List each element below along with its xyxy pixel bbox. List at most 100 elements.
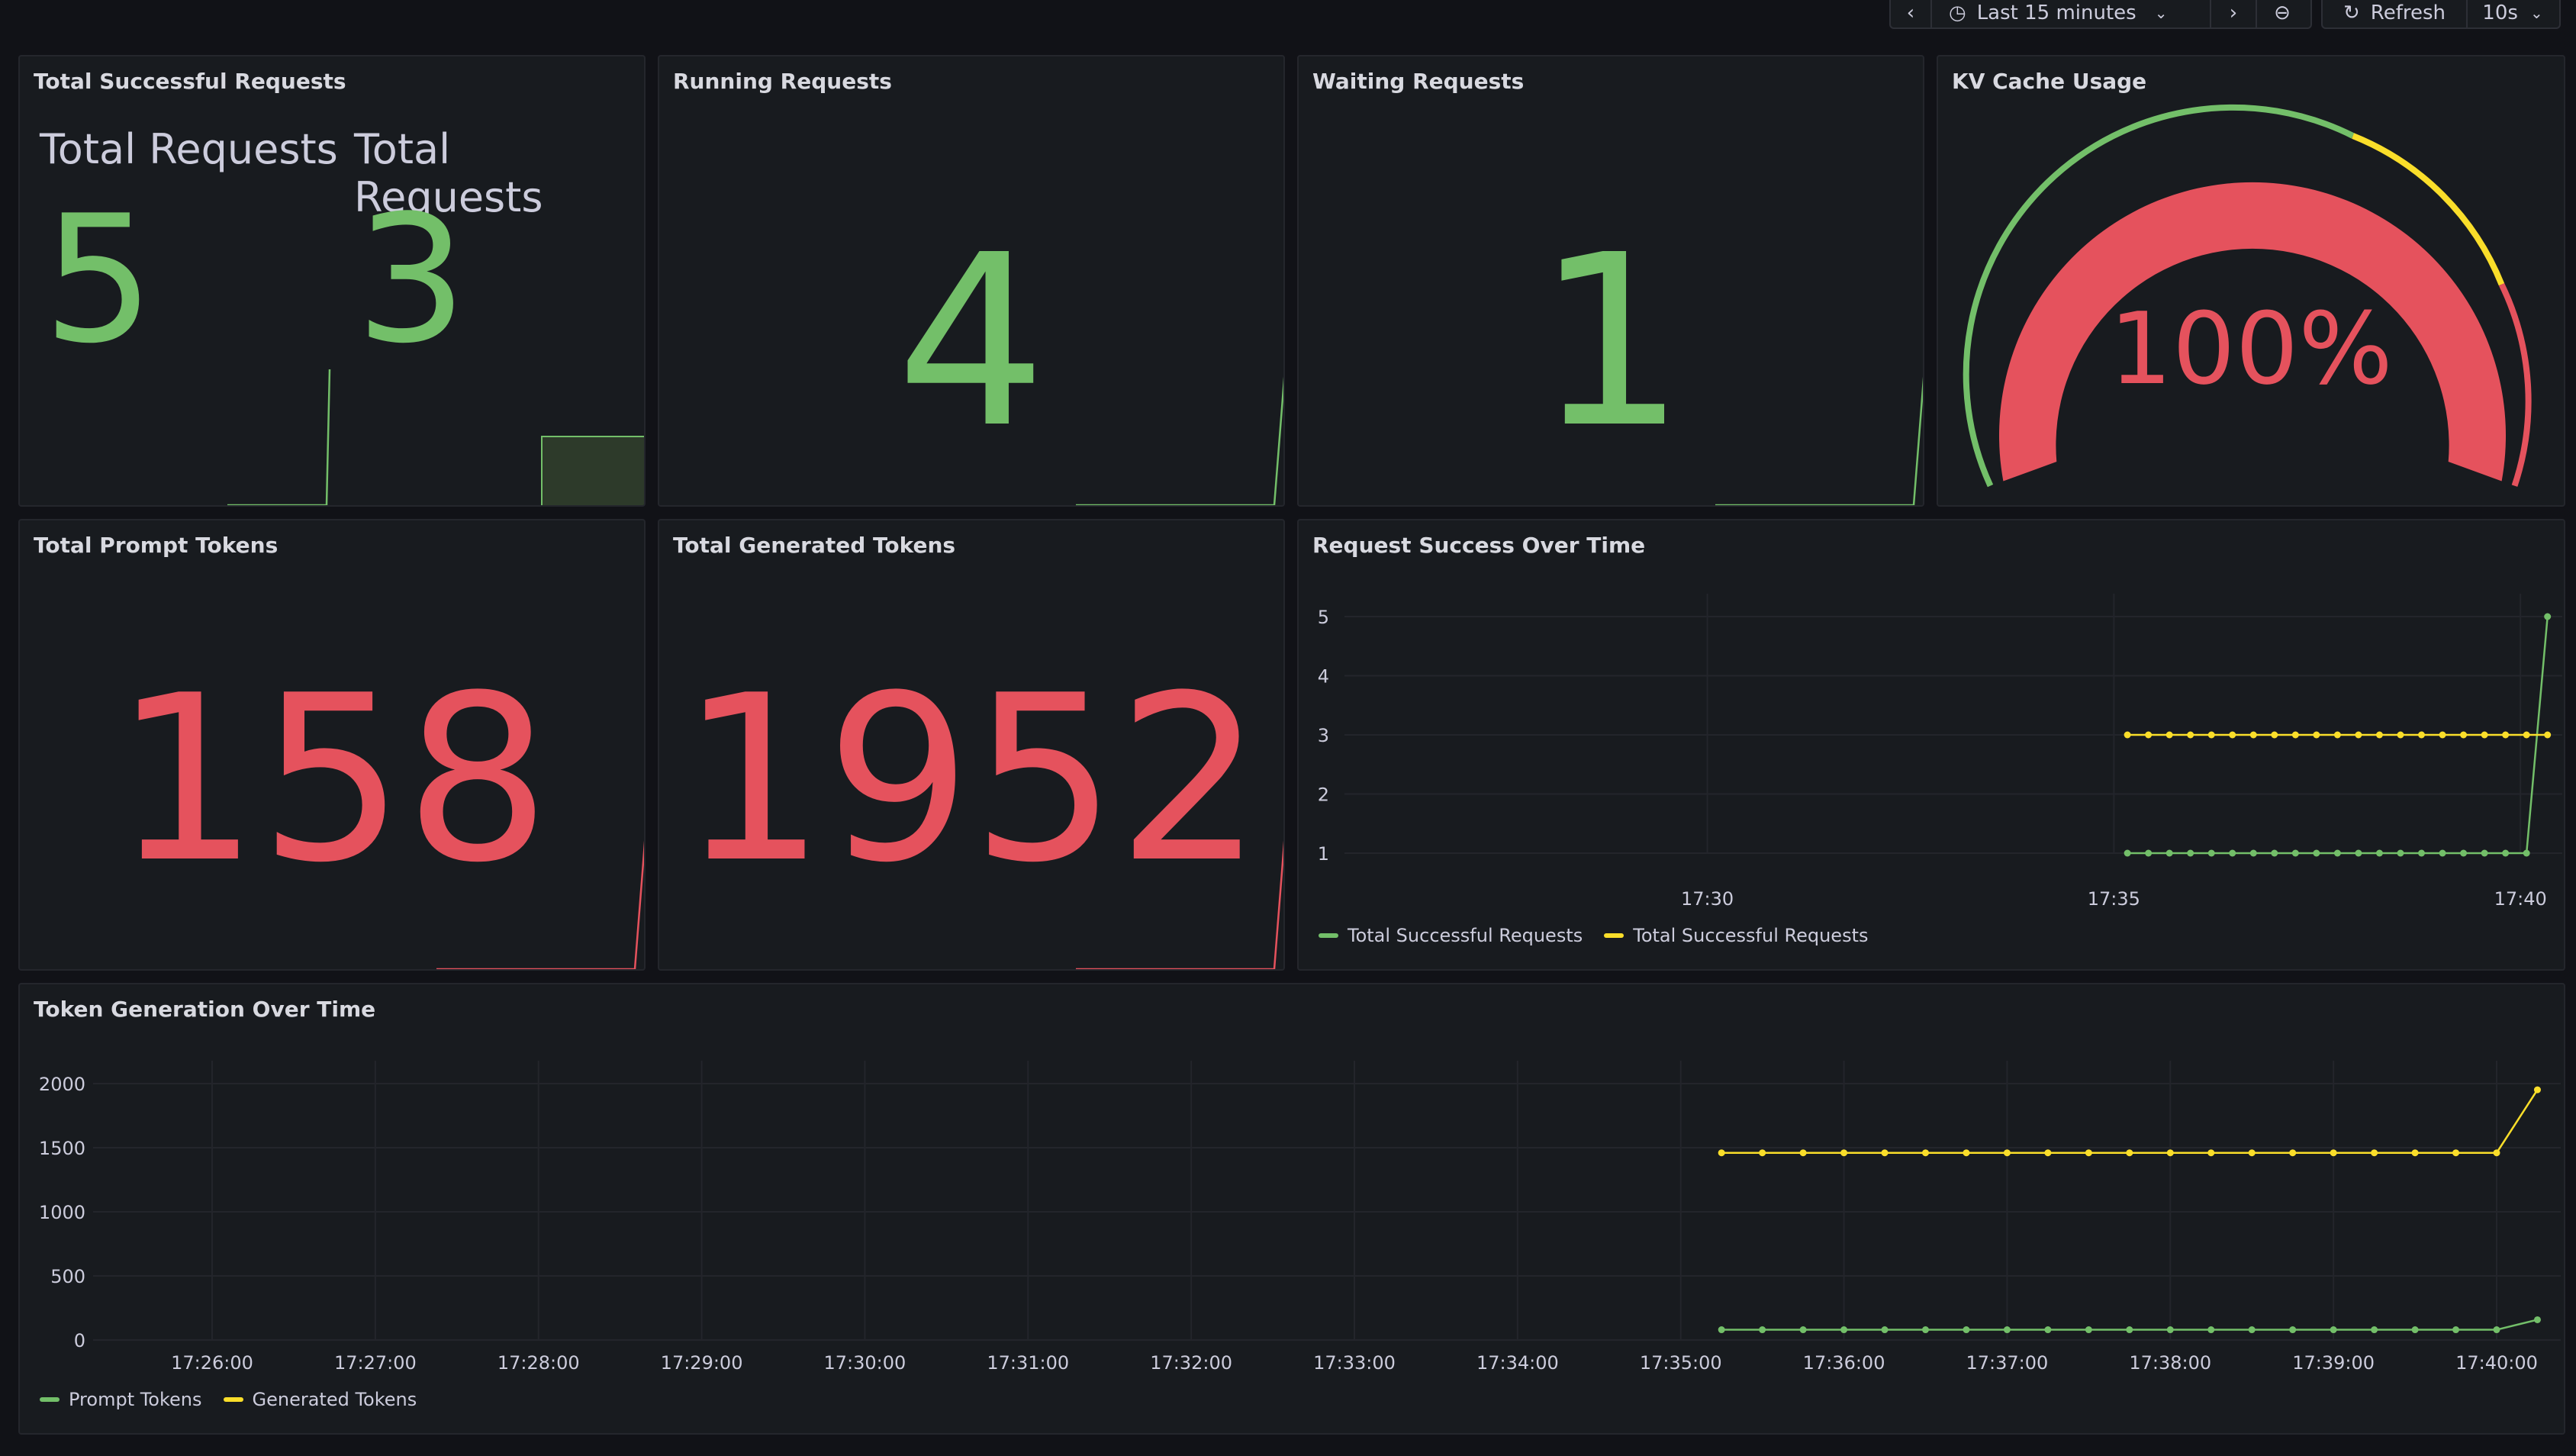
data-point[interactable] <box>2397 731 2404 739</box>
data-point[interactable] <box>2481 849 2488 857</box>
data-point[interactable] <box>1799 1149 1807 1157</box>
panel-running-requests[interactable]: Running Requests 4 <box>658 55 1285 507</box>
data-point[interactable] <box>2126 1149 2133 1157</box>
data-point[interactable] <box>2502 849 2510 857</box>
data-point[interactable] <box>2313 849 2320 857</box>
data-point[interactable] <box>2411 1326 2419 1334</box>
data-point[interactable] <box>2533 1086 2541 1094</box>
data-point[interactable] <box>2481 731 2488 739</box>
data-point[interactable] <box>1759 1149 1766 1157</box>
data-point[interactable] <box>2333 731 2341 739</box>
data-point[interactable] <box>2452 1326 2460 1334</box>
data-point[interactable] <box>2418 731 2426 739</box>
data-point[interactable] <box>2085 1326 2092 1334</box>
refresh-button[interactable]: ↻ Refresh <box>2323 0 2468 27</box>
data-point[interactable] <box>2502 731 2510 739</box>
panel-token-generation-over-time[interactable]: Token Generation Over Time 0 500 1000 1500 2… <box>18 983 2565 1435</box>
panel-waiting-requests[interactable]: Waiting Requests 1 <box>1297 55 1924 507</box>
data-point[interactable] <box>2544 731 2552 739</box>
data-point[interactable] <box>2229 731 2236 739</box>
data-point[interactable] <box>1963 1326 1970 1334</box>
data-point[interactable] <box>2124 849 2131 857</box>
refresh-interval-picker[interactable]: 10s ⌄ <box>2468 0 2558 27</box>
data-point[interactable] <box>2166 1149 2174 1157</box>
data-point[interactable] <box>1881 1149 1889 1157</box>
time-back-button[interactable]: ‹ <box>1891 0 1932 27</box>
data-point[interactable] <box>2207 1149 2215 1157</box>
data-point[interactable] <box>2003 1326 2011 1334</box>
data-point[interactable] <box>2249 849 2257 857</box>
data-point[interactable] <box>2289 1149 2297 1157</box>
data-point[interactable] <box>2523 849 2530 857</box>
data-point[interactable] <box>2439 731 2446 739</box>
data-point[interactable] <box>2439 849 2446 857</box>
data-point[interactable] <box>1799 1326 1807 1334</box>
data-point[interactable] <box>1759 1326 1766 1334</box>
zoom-out-button[interactable]: ⊖ <box>2257 0 2307 27</box>
data-point[interactable] <box>2375 849 2383 857</box>
data-point[interactable] <box>2330 1149 2337 1157</box>
legend-item[interactable]: Total Successful Requests <box>1319 925 1583 946</box>
data-point[interactable] <box>2330 1326 2337 1334</box>
data-point[interactable] <box>1922 1149 1929 1157</box>
data-point[interactable] <box>2044 1149 2052 1157</box>
data-point[interactable] <box>2207 849 2215 857</box>
data-point[interactable] <box>2460 731 2468 739</box>
data-point[interactable] <box>2544 613 2552 620</box>
panel-total-generated-tokens[interactable]: Total Generated Tokens 1952 <box>658 519 1285 971</box>
data-point[interactable] <box>2187 849 2194 857</box>
data-point[interactable] <box>2166 1326 2174 1334</box>
data-point[interactable] <box>2124 731 2131 739</box>
data-point[interactable] <box>2289 1326 2297 1334</box>
data-point[interactable] <box>2145 731 2153 739</box>
data-point[interactable] <box>1922 1326 1929 1334</box>
data-point[interactable] <box>2291 731 2299 739</box>
panel-total-successful-requests[interactable]: Total Successful Requests Total Requests… <box>18 55 646 507</box>
data-point[interactable] <box>1963 1149 1970 1157</box>
data-point[interactable] <box>2533 1316 2541 1323</box>
data-point[interactable] <box>2355 731 2362 739</box>
data-point[interactable] <box>1718 1326 1725 1334</box>
data-point[interactable] <box>2187 731 2194 739</box>
data-point[interactable] <box>1840 1149 1848 1157</box>
data-point[interactable] <box>2003 1149 2011 1157</box>
data-point[interactable] <box>2452 1149 2460 1157</box>
data-point[interactable] <box>2371 1149 2378 1157</box>
data-point[interactable] <box>2165 731 2173 739</box>
data-point[interactable] <box>1718 1149 1725 1157</box>
data-point[interactable] <box>2333 849 2341 857</box>
data-point[interactable] <box>1881 1326 1889 1334</box>
data-point[interactable] <box>2493 1149 2500 1157</box>
legend-item[interactable]: Generated Tokens <box>223 1389 417 1410</box>
data-point[interactable] <box>2493 1326 2500 1334</box>
data-point[interactable] <box>2371 1326 2378 1334</box>
data-point[interactable] <box>2248 1326 2256 1334</box>
data-point[interactable] <box>2397 849 2404 857</box>
panel-total-prompt-tokens[interactable]: Total Prompt Tokens 158 <box>18 519 646 971</box>
data-point[interactable] <box>2044 1326 2052 1334</box>
data-point[interactable] <box>2271 731 2278 739</box>
data-point[interactable] <box>2271 849 2278 857</box>
data-point[interactable] <box>2313 731 2320 739</box>
data-point[interactable] <box>2207 731 2215 739</box>
data-point[interactable] <box>2355 849 2362 857</box>
data-point[interactable] <box>2375 731 2383 739</box>
time-forward-button[interactable]: › <box>2211 0 2257 27</box>
data-point[interactable] <box>1840 1326 1848 1334</box>
data-point[interactable] <box>2248 1149 2256 1157</box>
time-range-picker[interactable]: ◷ Last 15 minutes ⌄ <box>1932 0 2211 27</box>
panel-request-success-over-time[interactable]: Request Success Over Time 1 2 3 4 5 17:30 17:3… <box>1297 519 2565 971</box>
data-point[interactable] <box>2126 1326 2133 1334</box>
data-point[interactable] <box>2291 849 2299 857</box>
legend-item[interactable]: Total Successful Requests <box>1604 925 1869 946</box>
data-point[interactable] <box>2145 849 2153 857</box>
data-point[interactable] <box>2460 849 2468 857</box>
data-point[interactable] <box>2207 1326 2215 1334</box>
data-point[interactable] <box>2229 849 2236 857</box>
data-point[interactable] <box>2165 849 2173 857</box>
data-point[interactable] <box>2249 731 2257 739</box>
legend-item[interactable]: Prompt Tokens <box>40 1389 202 1410</box>
data-point[interactable] <box>2523 731 2530 739</box>
data-point[interactable] <box>2085 1149 2092 1157</box>
data-point[interactable] <box>2411 1149 2419 1157</box>
